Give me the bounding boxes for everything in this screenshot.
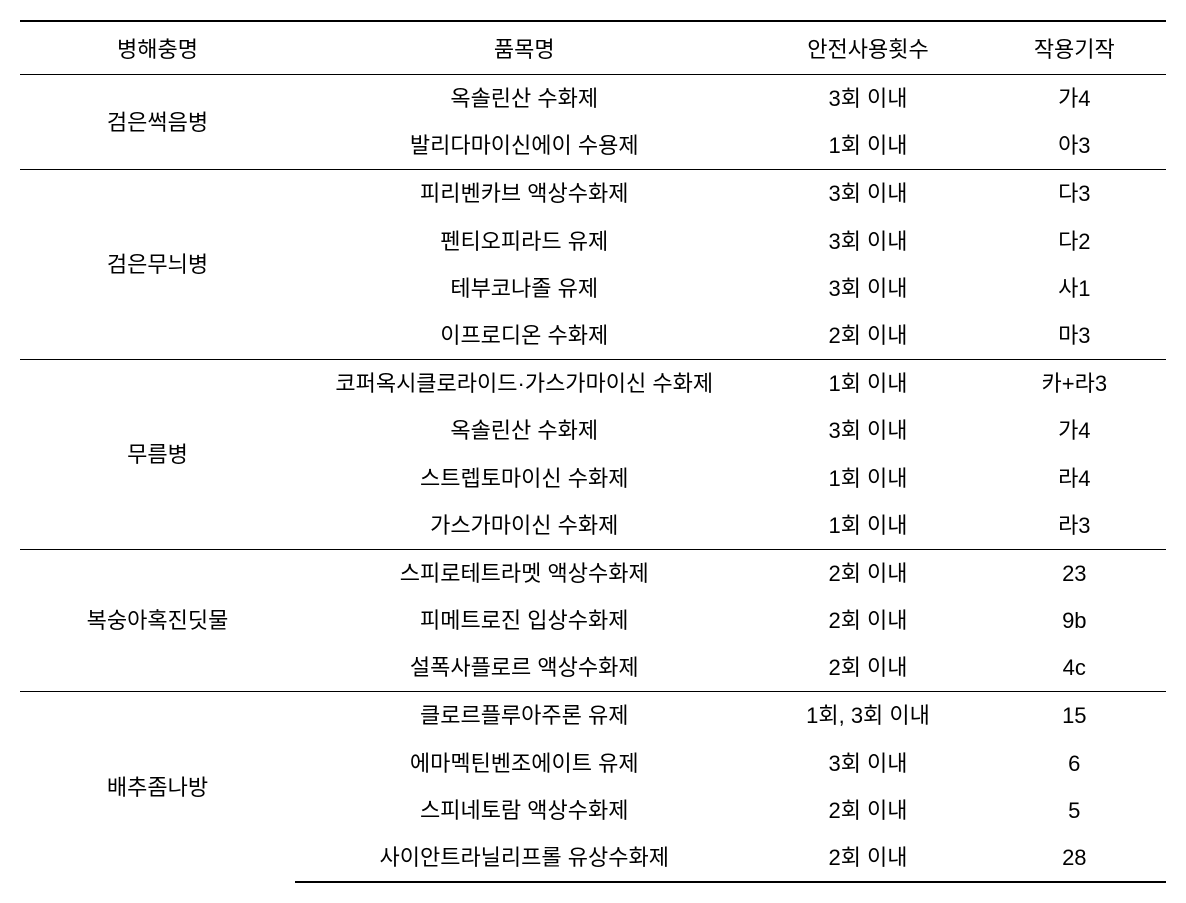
pesticide-table: 병해충명 품목명 안전사용횟수 작용기작 검은썩음병 옥솔린산 수화제 3회 이… [20, 20, 1166, 883]
usage-cell: 1회 이내 [753, 360, 982, 408]
table-header: 병해충명 품목명 안전사용횟수 작용기작 [20, 21, 1166, 75]
mechanism-cell: 라4 [983, 455, 1166, 502]
usage-cell: 3회 이내 [753, 75, 982, 123]
mechanism-cell: 15 [983, 692, 1166, 740]
usage-cell: 2회 이내 [753, 834, 982, 882]
mechanism-cell: 라3 [983, 502, 1166, 550]
header-mechanism: 작용기작 [983, 21, 1166, 75]
product-cell: 사이안트라닐리프롤 유상수화제 [295, 834, 753, 882]
product-cell: 스트렙토마이신 수화제 [295, 455, 753, 502]
mechanism-cell: 다3 [983, 170, 1166, 218]
usage-cell: 3회 이내 [753, 265, 982, 312]
mechanism-cell: 마3 [983, 312, 1166, 360]
usage-cell: 1회 이내 [753, 455, 982, 502]
product-cell: 발리다마이신에이 수용제 [295, 122, 753, 170]
mechanism-cell: 가4 [983, 407, 1166, 454]
mechanism-cell: 아3 [983, 122, 1166, 170]
table-row: 복숭아혹진딧물 스피로테트라멧 액상수화제 2회 이내 23 [20, 549, 1166, 597]
table-row: 무름병 코퍼옥시클로라이드·가스가마이신 수화제 1회 이내 카+라3 [20, 360, 1166, 408]
usage-cell: 2회 이내 [753, 597, 982, 644]
header-product: 품목명 [295, 21, 753, 75]
product-cell: 클로르플루아주론 유제 [295, 692, 753, 740]
disease-cell: 배추좀나방 [20, 692, 295, 882]
product-cell: 옥솔린산 수화제 [295, 407, 753, 454]
product-cell: 피리벤카브 액상수화제 [295, 170, 753, 218]
mechanism-cell: 다2 [983, 218, 1166, 265]
usage-cell: 3회 이내 [753, 407, 982, 454]
disease-cell: 검은무늬병 [20, 170, 295, 360]
pesticide-table-container: 병해충명 품목명 안전사용횟수 작용기작 검은썩음병 옥솔린산 수화제 3회 이… [20, 20, 1166, 883]
mechanism-cell: 4c [983, 644, 1166, 692]
usage-cell: 1회 이내 [753, 502, 982, 550]
mechanism-cell: 5 [983, 787, 1166, 834]
usage-cell: 3회 이내 [753, 170, 982, 218]
usage-cell: 1회, 3회 이내 [753, 692, 982, 740]
usage-cell: 3회 이내 [753, 218, 982, 265]
table-body: 검은썩음병 옥솔린산 수화제 3회 이내 가4 발리다마이신에이 수용제 1회 … [20, 75, 1166, 883]
usage-cell: 1회 이내 [753, 122, 982, 170]
disease-cell: 복숭아혹진딧물 [20, 549, 295, 692]
header-row: 병해충명 품목명 안전사용횟수 작용기작 [20, 21, 1166, 75]
product-cell: 옥솔린산 수화제 [295, 75, 753, 123]
product-cell: 스피네토람 액상수화제 [295, 787, 753, 834]
mechanism-cell: 사1 [983, 265, 1166, 312]
disease-cell: 검은썩음병 [20, 75, 295, 170]
mechanism-cell: 가4 [983, 75, 1166, 123]
mechanism-cell: 28 [983, 834, 1166, 882]
mechanism-cell: 23 [983, 549, 1166, 597]
product-cell: 스피로테트라멧 액상수화제 [295, 549, 753, 597]
product-cell: 설폭사플로르 액상수화제 [295, 644, 753, 692]
usage-cell: 2회 이내 [753, 549, 982, 597]
header-disease: 병해충명 [20, 21, 295, 75]
usage-cell: 3회 이내 [753, 740, 982, 787]
mechanism-cell: 6 [983, 740, 1166, 787]
usage-cell: 2회 이내 [753, 644, 982, 692]
usage-cell: 2회 이내 [753, 312, 982, 360]
product-cell: 코퍼옥시클로라이드·가스가마이신 수화제 [295, 360, 753, 408]
product-cell: 피메트로진 입상수화제 [295, 597, 753, 644]
disease-cell: 무름병 [20, 360, 295, 550]
header-usage: 안전사용횟수 [753, 21, 982, 75]
table-row: 검은썩음병 옥솔린산 수화제 3회 이내 가4 [20, 75, 1166, 123]
product-cell: 가스가마이신 수화제 [295, 502, 753, 550]
product-cell: 테부코나졸 유제 [295, 265, 753, 312]
usage-cell: 2회 이내 [753, 787, 982, 834]
table-row: 검은무늬병 피리벤카브 액상수화제 3회 이내 다3 [20, 170, 1166, 218]
product-cell: 펜티오피라드 유제 [295, 218, 753, 265]
table-row: 배추좀나방 클로르플루아주론 유제 1회, 3회 이내 15 [20, 692, 1166, 740]
product-cell: 이프로디온 수화제 [295, 312, 753, 360]
mechanism-cell: 카+라3 [983, 360, 1166, 408]
mechanism-cell: 9b [983, 597, 1166, 644]
product-cell: 에마멕틴벤조에이트 유제 [295, 740, 753, 787]
